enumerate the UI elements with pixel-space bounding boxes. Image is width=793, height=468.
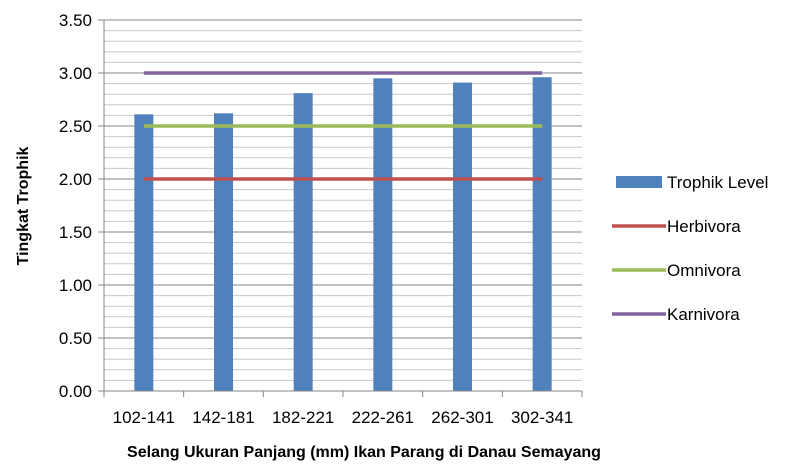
x-tick-label: 182-221 xyxy=(272,408,334,427)
gridlines xyxy=(104,19,582,392)
y-tick-label: 0.00 xyxy=(59,382,92,401)
legend-label: Karnivora xyxy=(667,305,740,324)
x-tick-label: 102-141 xyxy=(113,408,175,427)
bar-series xyxy=(134,77,552,392)
y-tick-label: 3.00 xyxy=(59,64,92,83)
y-tick-label: 2.50 xyxy=(59,117,92,136)
legend-label: Trophik Level xyxy=(667,173,768,192)
legend-label: Herbivora xyxy=(667,217,741,236)
x-tick-label: 262-301 xyxy=(431,408,493,427)
legend-key-bar xyxy=(616,176,662,188)
bar xyxy=(134,114,154,391)
x-tick-label: 142-181 xyxy=(192,408,254,427)
bar xyxy=(453,82,472,391)
line-series xyxy=(143,71,543,181)
legend-label: Omnivora xyxy=(667,261,741,280)
y-tick-label: 3.50 xyxy=(59,11,92,30)
x-axis-title: Selang Ukuran Panjang (mm) Ikan Parang d… xyxy=(127,444,601,461)
x-tick-label: 302-341 xyxy=(511,408,573,427)
legend: Trophik Level Herbivora Omnivora Karnivora xyxy=(612,173,768,324)
x-tick-label: 222-261 xyxy=(352,408,414,427)
x-tick-labels: 102-141 142-181 182-221 222-261 262-301 302-3… xyxy=(113,408,574,427)
bar xyxy=(373,78,393,392)
y-axis-title: Tingkat Trophik xyxy=(15,146,32,265)
y-tick-label: 1.50 xyxy=(59,223,92,242)
y-tick-label: 2.00 xyxy=(59,170,92,189)
axes xyxy=(98,19,583,397)
y-tick-label: 1.00 xyxy=(59,276,92,295)
y-tick-labels: 0.00 0.50 1.00 1.50 2.00 2.50 3.00 3.50 xyxy=(59,11,92,401)
bar xyxy=(532,77,552,392)
bar xyxy=(214,113,233,391)
y-tick-label: 0.50 xyxy=(59,329,92,348)
bar xyxy=(293,93,313,391)
